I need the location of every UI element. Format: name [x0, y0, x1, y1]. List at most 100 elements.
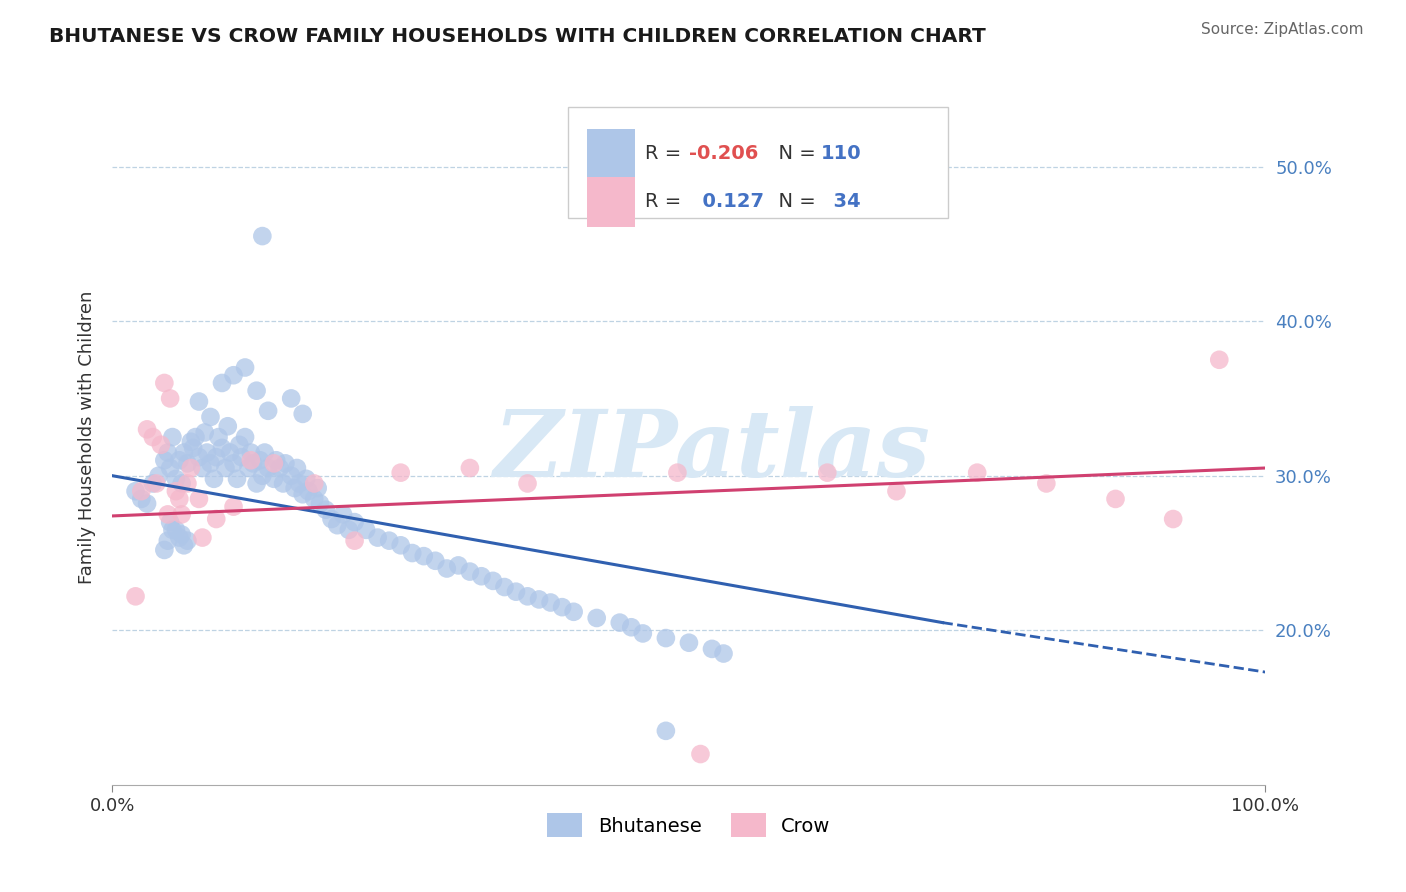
Point	[401, 546, 423, 560]
Text: Source: ZipAtlas.com: Source: ZipAtlas.com	[1201, 22, 1364, 37]
Point	[148, 468, 170, 483]
Point	[222, 368, 245, 383]
Point	[436, 561, 458, 575]
Point	[239, 445, 262, 459]
Point	[470, 569, 492, 583]
Point	[562, 605, 585, 619]
Point	[156, 508, 179, 522]
Point	[211, 441, 233, 455]
Point	[205, 512, 228, 526]
Point	[207, 430, 229, 444]
Point	[222, 456, 245, 470]
Point	[257, 461, 280, 475]
Point	[214, 461, 236, 475]
Point	[551, 600, 574, 615]
Point	[252, 229, 274, 244]
Point	[136, 422, 159, 436]
Point	[263, 456, 285, 470]
Point	[180, 434, 202, 449]
Point	[188, 450, 211, 465]
Point	[194, 425, 217, 440]
Point	[631, 626, 654, 640]
Point	[176, 456, 198, 470]
Point	[136, 497, 159, 511]
Point	[655, 723, 678, 738]
Point	[297, 484, 319, 499]
Text: 34: 34	[820, 193, 860, 211]
Point	[540, 595, 562, 609]
Point	[516, 476, 538, 491]
Point	[263, 472, 285, 486]
Point	[271, 476, 294, 491]
Point	[129, 484, 153, 499]
FancyBboxPatch shape	[588, 129, 634, 178]
Point	[181, 441, 204, 455]
Point	[153, 453, 176, 467]
Point	[700, 641, 723, 656]
Point	[304, 476, 326, 491]
Point	[412, 549, 434, 563]
Point	[257, 404, 280, 418]
Point	[165, 472, 187, 486]
Point	[1035, 476, 1057, 491]
Point	[176, 476, 198, 491]
Point	[159, 515, 181, 529]
Point	[291, 407, 314, 421]
Point	[228, 438, 250, 452]
Point	[162, 430, 184, 444]
Point	[129, 491, 153, 506]
Point	[145, 476, 167, 491]
Point	[337, 523, 360, 537]
Point	[315, 502, 337, 516]
Point	[156, 445, 179, 459]
Point	[200, 409, 222, 424]
Point	[307, 481, 329, 495]
Text: R =: R =	[645, 193, 688, 211]
Point	[527, 592, 550, 607]
Point	[233, 430, 256, 444]
Text: 0.127: 0.127	[689, 193, 763, 211]
Point	[354, 523, 377, 537]
Point	[169, 531, 191, 545]
Point	[188, 491, 211, 506]
Point	[458, 461, 481, 475]
Text: N =: N =	[766, 145, 823, 163]
Y-axis label: Family Households with Children: Family Households with Children	[77, 291, 96, 583]
Point	[253, 445, 276, 459]
Point	[389, 466, 412, 480]
Point	[142, 476, 165, 491]
Point	[274, 456, 297, 470]
Point	[165, 484, 187, 499]
Point	[195, 445, 218, 459]
Point	[222, 500, 245, 514]
Point	[585, 611, 607, 625]
Point	[202, 472, 225, 486]
Point	[180, 461, 202, 475]
Legend: Bhutanese, Crow: Bhutanese, Crow	[540, 805, 838, 845]
Point	[142, 430, 165, 444]
Point	[219, 445, 242, 459]
Point	[165, 523, 187, 537]
Point	[200, 456, 222, 470]
Point	[124, 484, 146, 499]
Point	[295, 472, 318, 486]
Point	[217, 419, 239, 434]
Point	[666, 466, 689, 480]
Point	[269, 461, 291, 475]
Point	[191, 461, 214, 475]
Point	[176, 533, 198, 548]
Point	[378, 533, 401, 548]
Text: -0.206: -0.206	[689, 145, 758, 163]
Point	[249, 453, 271, 467]
Point	[233, 360, 256, 375]
Point	[343, 533, 366, 548]
Point	[516, 590, 538, 604]
Point	[188, 394, 211, 409]
Point	[238, 461, 260, 475]
Point	[173, 445, 195, 459]
Point	[332, 508, 354, 522]
Point	[170, 527, 193, 541]
Point	[191, 531, 214, 545]
Point	[280, 468, 302, 483]
Point	[678, 636, 700, 650]
